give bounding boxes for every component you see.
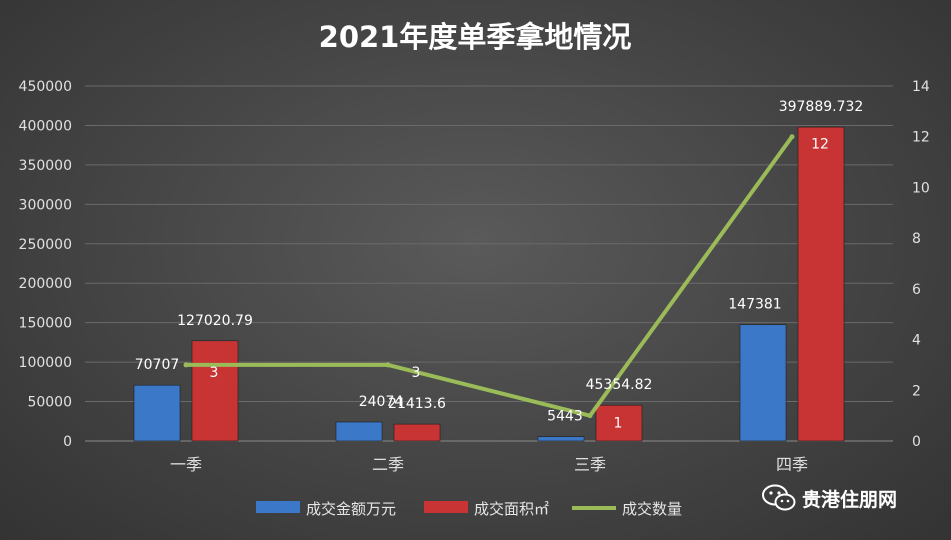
left-tick-label: 50000: [27, 395, 72, 411]
bar-data-label: 397889.732: [779, 99, 864, 115]
line-point: [385, 362, 391, 368]
left-tick-label: 450000: [19, 79, 72, 95]
bar: [537, 436, 585, 442]
right-axis: 0 2 4 6 8 10 12 14: [912, 79, 930, 450]
left-tick-label: 150000: [19, 316, 72, 332]
bars: [133, 126, 845, 442]
right-tick-label: 14: [912, 79, 930, 95]
bar: [595, 404, 643, 442]
x-tick-label: 二季: [372, 455, 404, 474]
left-tick-label: 350000: [19, 158, 72, 174]
right-tick-label: 10: [912, 180, 930, 196]
bar: [335, 421, 383, 442]
bar: [191, 340, 239, 442]
legend-label: 成交面积㎡: [474, 500, 549, 518]
right-tick-label: 0: [912, 434, 921, 450]
left-tick-label: 100000: [19, 355, 72, 371]
line-data-label: 12: [811, 137, 829, 153]
legend-label: 成交金额万元: [306, 500, 396, 518]
left-tick-label: 300000: [19, 197, 72, 213]
legend-swatch: [256, 501, 300, 513]
line-data-label: 3: [210, 365, 219, 381]
line-path: [186, 135, 794, 418]
left-axis: 0 50000 100000 150000 200000 250000 300000 3500…: [19, 79, 72, 450]
right-tick-label: 8: [912, 231, 921, 247]
left-tick-label: 250000: [19, 237, 72, 253]
legend-swatch: [424, 501, 468, 513]
x-tick-label: 四季: [776, 455, 808, 474]
line-data-label: 3: [412, 365, 421, 381]
right-tick-label: 2: [912, 383, 921, 399]
bar-data-label: 127020.79: [177, 313, 253, 329]
line-point: [587, 413, 593, 419]
bar: [393, 423, 441, 442]
bar-data-label: 24074: [359, 394, 404, 410]
left-tick-label: 200000: [19, 276, 72, 292]
left-tick-label: 400000: [19, 118, 72, 134]
x-tick-label: 一季: [170, 455, 202, 474]
wechat-icon: [762, 484, 796, 511]
right-tick-label: 6: [912, 282, 921, 298]
watermark-text: 贵港住朋网: [802, 488, 898, 511]
bar-data-label: 21413.6: [388, 396, 446, 412]
bar-data-label: 70707: [135, 357, 180, 373]
legend: 成交金额万元 成交面积㎡ 成交数量: [256, 500, 682, 518]
bar: [797, 126, 845, 442]
bar-data-label: 147381: [728, 297, 781, 313]
right-tick-label: 12: [912, 130, 930, 146]
bar: [739, 324, 787, 442]
chart-title: 2021年度单季拿地情况: [319, 20, 632, 54]
left-tick-label: 0: [63, 434, 72, 450]
line-point: [789, 134, 795, 140]
watermark: 贵港住朋网: [762, 484, 897, 512]
bar-data-label: 45354.82: [586, 377, 653, 393]
line-data-label: 1: [614, 416, 623, 432]
count-line: [183, 134, 795, 419]
bar: [133, 384, 181, 442]
x-axis: 一季 二季 三季 四季: [170, 455, 808, 474]
line-point: [183, 362, 189, 368]
x-tick-label: 三季: [574, 455, 606, 474]
bar-data-label: 5443: [547, 409, 583, 425]
legend-label: 成交数量: [622, 500, 682, 518]
right-tick-label: 4: [912, 333, 921, 349]
